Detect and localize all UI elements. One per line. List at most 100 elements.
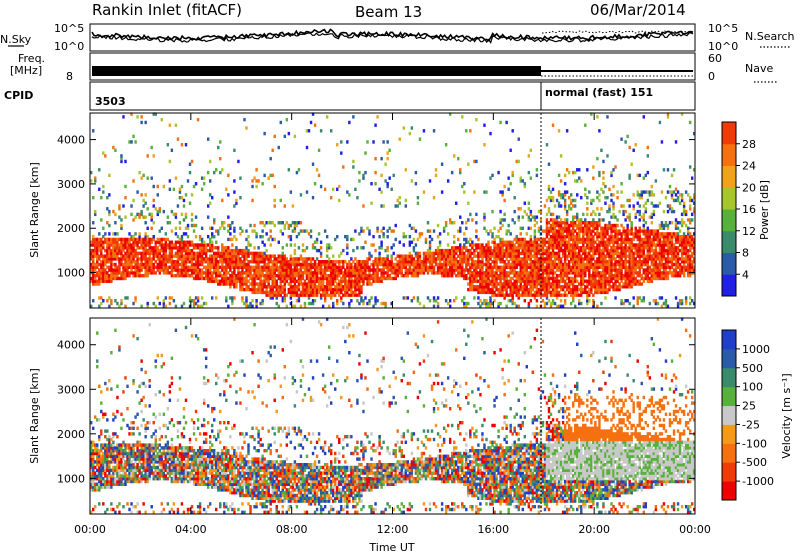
range-gate-cell [265, 257, 268, 261]
range-gate-cell [563, 262, 567, 267]
range-gate-cell [618, 285, 621, 289]
range-gate-cell [541, 237, 545, 242]
range-gate-cell [604, 254, 607, 258]
range-gate-cell [142, 243, 145, 247]
range-gate-cell [327, 273, 331, 278]
range-gate-cell [265, 232, 268, 236]
range-gate-cell [217, 282, 220, 286]
range-gate-cell [235, 282, 238, 286]
range-gate-cell [442, 265, 446, 269]
range-gate-cell [142, 173, 145, 178]
range-gate-cell [523, 287, 526, 292]
range-gate-cell [102, 276, 105, 281]
range-gate-cell [630, 273, 633, 278]
range-gate-cell [521, 287, 524, 292]
range-gate-cell [523, 282, 526, 286]
range-gate-cell [301, 273, 305, 278]
range-gate-cell [90, 251, 93, 256]
range-gate-cell [608, 187, 611, 191]
range-gate-cell [267, 237, 270, 242]
range-gate-cell [277, 257, 280, 261]
range-gate-cell [406, 268, 410, 272]
range-gate-cell [457, 229, 460, 233]
range-gate-cell [362, 246, 365, 250]
range-gate-cell [142, 248, 145, 253]
range-gate-cell [519, 268, 522, 272]
range-gate-cell [428, 265, 432, 269]
range-gate-cell [479, 248, 482, 253]
range-gate-cell [557, 234, 561, 239]
range-gate-cell [348, 287, 351, 292]
range-gate-cell [432, 296, 436, 300]
range-gate-cell [279, 198, 282, 203]
range-gate-cell [120, 257, 123, 261]
range-gate-cell [523, 273, 526, 278]
range-gate-cell [614, 251, 617, 256]
range-gate-cell [442, 271, 446, 275]
range-gate-cell [315, 265, 319, 269]
range-gate-cell [616, 271, 619, 275]
range-gate-cell [519, 276, 522, 281]
range-gate-cell [612, 246, 615, 250]
range-gate-cell [559, 218, 563, 222]
range-gate-cell [372, 304, 375, 308]
range-gate-cell [535, 215, 539, 219]
range-gate-cell [618, 229, 621, 233]
range-gate-cell [261, 229, 264, 233]
range-gate-cell [96, 251, 99, 256]
range-gate-cell [325, 293, 329, 297]
range-gate-cell [108, 265, 111, 269]
range-gate-cell [255, 168, 258, 172]
range-gate-cell [342, 279, 345, 283]
range-gate-cell [227, 304, 230, 308]
range-gate-cell [596, 207, 599, 211]
range-gate-cell [362, 262, 365, 267]
range-gate-cell [213, 170, 216, 175]
range-gate-cell [154, 260, 157, 264]
range-gate-cell [307, 273, 311, 278]
range-gate-cell [186, 257, 190, 261]
range-gate-cell [539, 218, 543, 222]
range-gate-cell [582, 229, 585, 233]
range-gate-cell [154, 265, 157, 269]
range-gate-cell [283, 265, 287, 269]
range-gate-cell [618, 237, 621, 242]
range-gate-cell [118, 304, 121, 308]
range-gate-cell [545, 198, 549, 203]
range-gate-cell [358, 301, 361, 306]
range-gate-cell [342, 285, 345, 289]
range-gate-cell [438, 265, 442, 269]
range-gate-cell [94, 254, 97, 258]
range-gate-cell [247, 285, 250, 289]
range-gate-cell [321, 273, 325, 278]
range-gate-cell [368, 282, 371, 286]
range-gate-cell [565, 268, 569, 272]
range-gate-cell [146, 237, 149, 242]
range-gate-cell [509, 251, 512, 256]
range-gate-cell [446, 268, 450, 272]
range-gate-cell [551, 293, 555, 297]
range-gate-cell [112, 246, 115, 250]
range-gate-cell [551, 123, 555, 127]
range-gate-cell [319, 246, 323, 250]
range-gate-cell [567, 287, 571, 292]
range-gate-cell [410, 273, 414, 278]
range-gate-cell [499, 279, 502, 283]
range-gate-cell [96, 271, 99, 275]
range-gate-cell [594, 285, 597, 289]
range-gate-cell [164, 271, 168, 275]
range-gate-cell [277, 271, 280, 275]
range-gate-cell [553, 285, 557, 289]
range-gate-cell [98, 262, 101, 267]
range-gate-cell [590, 246, 593, 250]
range-gate-cell [255, 232, 258, 236]
range-gate-cell [606, 279, 609, 283]
range-gate-cell [192, 301, 196, 306]
range-gate-cell [598, 251, 601, 256]
range-gate-cell [160, 240, 163, 244]
range-gate-cell [342, 260, 345, 264]
range-gate-cell [461, 265, 464, 269]
range-gate-cell [537, 271, 541, 275]
range-gate-cell [513, 301, 516, 306]
range-gate-cell [511, 170, 514, 175]
